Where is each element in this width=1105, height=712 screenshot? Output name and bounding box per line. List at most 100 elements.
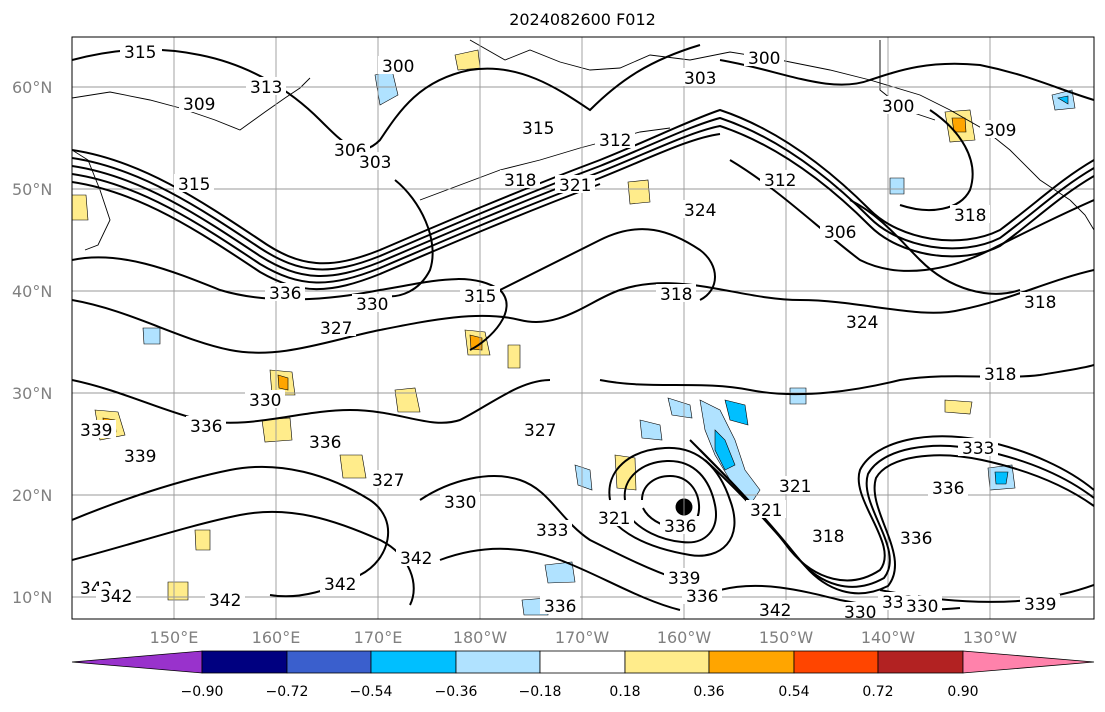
lon-label: 170°W xyxy=(555,628,610,647)
colorbar-tick: −0.90 xyxy=(181,684,224,700)
shade-blob xyxy=(507,344,521,369)
lat-label: 30°N xyxy=(12,384,52,403)
contour-misc-1 xyxy=(849,199,1021,295)
coastline-sakhalin xyxy=(72,149,111,251)
contour-jet-4 xyxy=(72,133,721,284)
shade-blob xyxy=(72,194,89,221)
contour-jet-5 xyxy=(72,181,601,291)
contour-ridge-3 xyxy=(704,454,1094,595)
lon-label: 160°W xyxy=(657,628,712,647)
lon-label: 130°W xyxy=(963,628,1018,647)
contour-misc-2 xyxy=(899,109,974,211)
contour-label: 300 xyxy=(748,49,780,69)
contour-jet-1 xyxy=(72,108,1094,265)
contour-label: 330 xyxy=(249,391,281,411)
colorbar-segment xyxy=(708,650,795,674)
contour-label: 342 xyxy=(324,575,356,595)
contour-label: 315 xyxy=(464,287,496,307)
map-panel: 315 300 313 309 306 303 300 303 300 309 … xyxy=(72,37,1094,621)
colorbar-segment xyxy=(455,650,541,674)
lat-label: 40°N xyxy=(12,282,52,301)
contour-label: 318 xyxy=(1024,293,1056,313)
colorbar-tick: 0.36 xyxy=(693,684,724,700)
colorbar-tick: −0.36 xyxy=(435,684,478,700)
contour-label: 309 xyxy=(183,95,215,115)
shade-blob xyxy=(789,387,807,405)
contour-label: 336 xyxy=(309,433,341,453)
shade-blob xyxy=(614,454,637,491)
contour-jet-3 xyxy=(72,124,1094,277)
colorbar-tick: −0.72 xyxy=(266,684,309,700)
colorbar-tick: −0.18 xyxy=(519,684,562,700)
shade-blob xyxy=(394,387,421,413)
contour-label: 336 xyxy=(932,479,964,499)
contour-label: 342 xyxy=(100,587,132,607)
contour-label: 330 xyxy=(444,493,476,513)
shade-blob xyxy=(627,179,651,205)
colorbar-segment xyxy=(370,650,457,674)
colorbar-tick: 0.72 xyxy=(862,684,893,700)
contour-label: 318 xyxy=(660,285,692,305)
contour-label: 306 xyxy=(824,223,856,243)
shade-blob xyxy=(667,397,693,419)
colorbar-tick: 0.90 xyxy=(947,684,978,700)
contour-label: 339 xyxy=(124,447,156,467)
lon-label: 160°E xyxy=(252,628,301,647)
contour-label: 342 xyxy=(759,601,791,621)
contour-labels: 315 300 313 309 306 303 300 303 300 309 … xyxy=(76,42,1060,621)
contour-label: 315 xyxy=(178,175,210,195)
contour-jet-2 xyxy=(72,116,1094,271)
contour-label: 339 xyxy=(1024,595,1056,615)
shade-blob xyxy=(469,334,483,351)
contour-label: 330 xyxy=(906,597,938,617)
contour-label: 327 xyxy=(372,471,404,491)
contour-south-3 xyxy=(419,475,681,581)
contour-label: 321 xyxy=(598,509,630,529)
contour-misc-3 xyxy=(379,179,434,298)
contour-south-4 xyxy=(439,547,681,611)
shade-blob xyxy=(724,399,749,426)
colorbar-extend-low xyxy=(71,650,203,674)
lat-label: 20°N xyxy=(12,486,52,505)
contour-label: 342 xyxy=(400,549,432,569)
contour-label: 330 xyxy=(356,295,388,315)
shade-blob xyxy=(194,529,211,551)
shade-blob xyxy=(574,464,593,491)
contour-label: 318 xyxy=(984,365,1016,385)
contour-label: 327 xyxy=(320,319,352,339)
coastline-kamchatka xyxy=(72,77,311,131)
contour-label: 318 xyxy=(504,171,536,191)
lon-label: 140°W xyxy=(861,628,916,647)
contour-label: 324 xyxy=(684,201,716,221)
contour-label: 321 xyxy=(779,477,811,497)
contour-label: 303 xyxy=(684,69,716,89)
shade-blob xyxy=(639,419,663,441)
shade-blob xyxy=(142,327,161,345)
shade-blob xyxy=(167,581,189,601)
shade-blob xyxy=(1057,95,1069,105)
contour-label: 336 xyxy=(269,284,301,304)
contour-label: 300 xyxy=(882,97,914,117)
colorbar-tick: 0.54 xyxy=(778,684,809,700)
colorbar-segment xyxy=(286,650,372,674)
shaded-fields xyxy=(72,49,1076,616)
contour-label: 300 xyxy=(382,57,414,77)
contour-label: 333 xyxy=(962,439,994,459)
colorbar-segment xyxy=(793,650,879,674)
shade-blob xyxy=(994,471,1009,485)
contour-label: 336 xyxy=(664,517,696,537)
colorbar-extend-high xyxy=(962,650,1095,674)
contour-label: 333 xyxy=(536,521,568,541)
longitude-axis: 150°E 160°E 170°E 180°W 170°W 160°W 150°… xyxy=(150,628,1018,647)
colorbar-ticks: −0.90 −0.72 −0.54 −0.36 −0.18 0.18 0.36 … xyxy=(181,684,979,700)
lon-label: 150°E xyxy=(150,628,199,647)
shade-blob xyxy=(277,374,289,391)
contour-mid-4 xyxy=(599,364,1094,396)
colorbar-segment xyxy=(877,650,964,674)
contour-mid-1 xyxy=(72,256,508,351)
contour-label: 321 xyxy=(750,501,782,521)
contour-north-3 xyxy=(729,159,1094,272)
lat-label: 60°N xyxy=(12,78,52,97)
contour-storm-2 xyxy=(623,459,717,544)
colorbar-segment xyxy=(624,650,710,674)
